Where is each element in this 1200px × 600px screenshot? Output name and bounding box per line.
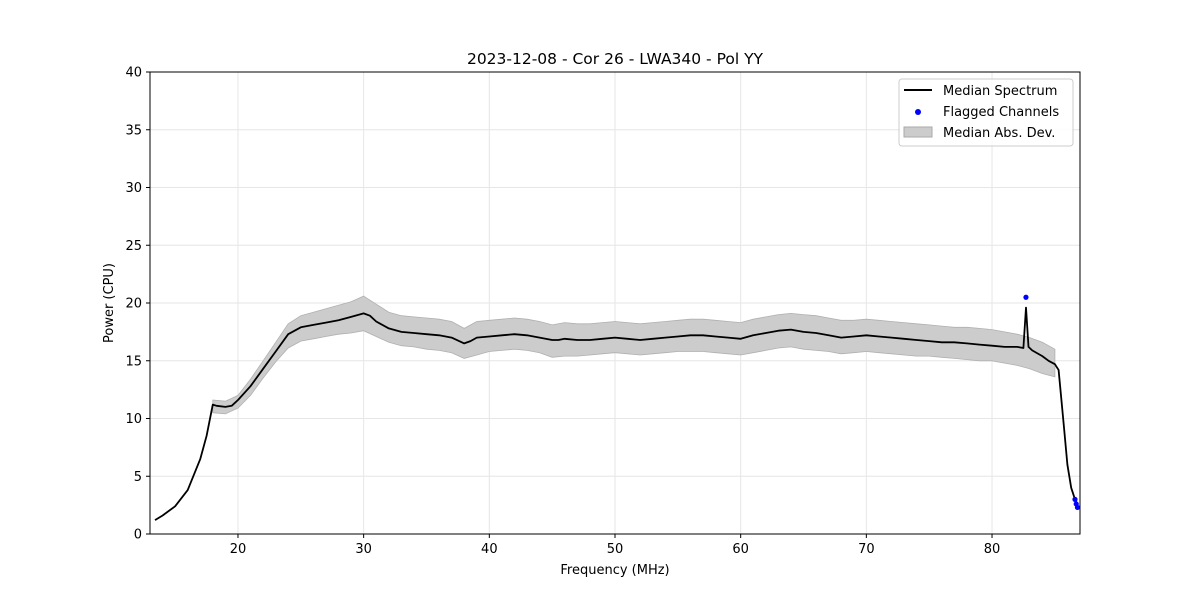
y-tick-label: 15 (125, 354, 142, 369)
y-axis-label: Power (CPU) (102, 263, 117, 343)
y-tick-label: 25 (125, 239, 142, 254)
legend-label-median-spectrum: Median Spectrum (943, 84, 1057, 99)
x-tick-label: 30 (355, 542, 372, 557)
x-axis-ticks: 20 30 40 50 60 70 80 (230, 534, 1001, 557)
legend-label-flagged-channels: Flagged Channels (943, 105, 1059, 120)
flagged-point (1023, 294, 1029, 300)
y-tick-label: 35 (125, 123, 142, 138)
chart-title: 2023-12-08 - Cor 26 - LWA340 - Pol YY (467, 50, 764, 68)
x-tick-label: 40 (481, 542, 498, 557)
legend-label-median-abs-dev: Median Abs. Dev. (943, 126, 1055, 141)
band-area (212, 295, 1056, 415)
legend-box (898, 78, 1074, 147)
legend-dot-swatch (915, 109, 921, 115)
flagged-point (1072, 496, 1078, 502)
x-tick-label: 20 (230, 542, 247, 557)
y-tick-label: 20 (125, 297, 142, 312)
legend-band-swatch (903, 126, 933, 138)
legend: Median Spectrum Flagged Channels Median … (898, 78, 1074, 147)
y-axis-ticks: 0 5 10 15 20 25 30 35 40 (125, 66, 150, 543)
flagged-channel-points (1023, 294, 1081, 511)
median-spectrum-line (154, 306, 1079, 521)
y-tick-label: 30 (125, 181, 142, 196)
flagged-point (1074, 504, 1081, 511)
series-line (154, 306, 1079, 521)
y-tick-label: 40 (125, 66, 142, 81)
x-tick-label: 80 (984, 542, 1001, 557)
y-tick-label: 5 (134, 470, 142, 485)
x-axis-label: Frequency (MHz) (560, 563, 669, 578)
x-tick-label: 50 (607, 542, 624, 557)
y-tick-label: 10 (125, 412, 142, 427)
median-abs-dev-band (212, 295, 1056, 415)
x-tick-label: 70 (858, 542, 875, 557)
x-tick-label: 60 (732, 542, 749, 557)
y-tick-label: 0 (134, 528, 142, 543)
